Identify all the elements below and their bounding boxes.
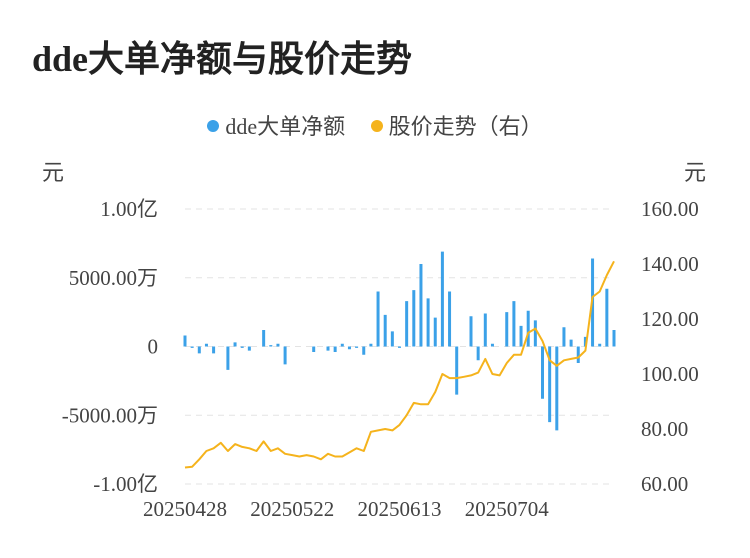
x-tick-label: 20250522 — [250, 497, 334, 521]
bar — [526, 310, 530, 347]
bar — [197, 346, 201, 354]
bar — [569, 339, 573, 347]
bar — [448, 291, 452, 347]
legend: dde大单净额 股价走势（右） — [0, 109, 750, 141]
bar — [247, 346, 251, 351]
right-tick-label: 100.00 — [641, 362, 699, 386]
legend-line-swatch-icon — [370, 120, 383, 132]
legend-item-line[interactable]: 股价走势（右） — [370, 109, 543, 141]
right-tick-label: 120.00 — [641, 307, 699, 331]
bar — [562, 327, 566, 347]
bar — [405, 301, 409, 347]
bar — [362, 346, 366, 355]
bar — [533, 320, 537, 347]
chart-title: dde大单净额与股价走势 — [32, 39, 413, 79]
x-tick-label: 20250428 — [143, 497, 227, 521]
bar — [512, 301, 516, 347]
bar — [326, 346, 330, 351]
left-tick-label: 1.00亿 — [100, 197, 158, 221]
bar — [583, 336, 587, 347]
bar — [240, 346, 244, 348]
right-axis-unit: 元 — [684, 160, 707, 185]
legend-label-line: 股价走势（右） — [388, 114, 543, 139]
bar — [276, 343, 280, 347]
legend-bar-swatch-icon — [207, 120, 220, 132]
right-tick-label: 160.00 — [641, 197, 699, 221]
bar — [469, 316, 473, 347]
bar — [269, 345, 273, 347]
right-tick-label: 140.00 — [641, 252, 699, 276]
legend-item-bars[interactable]: dde大单净额 — [207, 109, 345, 141]
bar — [419, 264, 423, 347]
x-tick-label: 20250704 — [465, 497, 550, 521]
right-tick-label: 60.00 — [641, 472, 688, 496]
bar — [440, 251, 444, 347]
bar — [204, 343, 208, 347]
bar — [555, 346, 559, 431]
bar — [505, 312, 509, 347]
bar — [390, 331, 394, 347]
bar — [355, 346, 359, 348]
bar — [426, 298, 430, 347]
bar — [412, 290, 416, 347]
left-tick-label: -1.00亿 — [93, 472, 158, 496]
bar — [262, 330, 266, 347]
bar — [605, 288, 609, 347]
left-axis-unit: 元 — [42, 160, 65, 185]
bar — [190, 346, 194, 348]
bar — [483, 313, 487, 347]
bar — [612, 330, 616, 347]
bar — [433, 317, 437, 347]
bar — [576, 346, 580, 363]
bar — [541, 346, 544, 399]
bar — [212, 346, 216, 354]
bar — [476, 346, 480, 361]
bar — [183, 335, 187, 347]
bar — [347, 346, 351, 350]
bar — [398, 346, 401, 348]
bar — [383, 314, 387, 347]
price-line — [184, 260, 615, 469]
bar — [490, 343, 494, 347]
bar — [283, 346, 287, 365]
legend-label-bars: dde大单净额 — [225, 114, 346, 139]
bar — [548, 346, 552, 423]
bar — [340, 343, 344, 347]
bar — [369, 343, 373, 347]
bar — [226, 346, 230, 370]
left-tick-label: 0 — [148, 335, 159, 359]
left-tick-label: -5000.00万 — [62, 403, 158, 427]
bar — [598, 343, 602, 347]
bar — [333, 346, 337, 352]
bar — [519, 325, 523, 347]
bar — [376, 291, 380, 347]
x-tick-label: 20250613 — [358, 497, 442, 521]
bar — [233, 342, 237, 347]
right-tick-label: 80.00 — [641, 417, 688, 441]
bar — [312, 346, 316, 352]
left-tick-label: 5000.00万 — [69, 266, 158, 290]
bar — [455, 346, 459, 395]
